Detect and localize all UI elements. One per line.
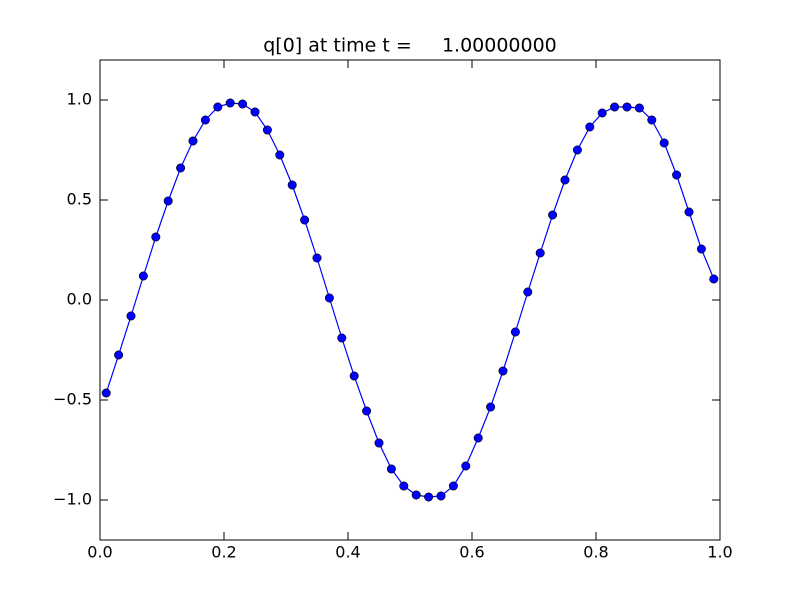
data-point [560, 175, 570, 185]
data-point [225, 98, 235, 108]
data-point [324, 293, 334, 303]
x-tick-label: 0.2 [211, 543, 236, 562]
data-point [411, 490, 421, 500]
data-point [138, 271, 148, 281]
data-point [647, 115, 657, 125]
data-point [238, 99, 248, 109]
data-point [585, 122, 595, 132]
x-tick-label: 0.8 [583, 543, 608, 562]
data-point [436, 491, 446, 501]
chart-title: q[0] at time t = 1.00000000 [263, 35, 557, 57]
data-point [498, 366, 508, 376]
x-tick-label: 1.0 [707, 543, 732, 562]
data-point [200, 115, 210, 125]
data-point [176, 163, 186, 173]
y-tick-label: 0.0 [67, 290, 92, 309]
data-point [312, 253, 322, 263]
data-point [151, 232, 161, 242]
data-point [337, 333, 347, 343]
data-point [597, 108, 607, 118]
y-tick-label: 0.5 [67, 190, 92, 209]
data-point [535, 248, 545, 258]
data-point [275, 150, 285, 160]
data-point [510, 327, 520, 337]
data-point [448, 481, 458, 491]
data-point [659, 138, 669, 148]
data-point [188, 136, 198, 146]
data-point [622, 102, 632, 112]
plot-frame [99, 59, 721, 541]
data-point [349, 371, 359, 381]
y-tick-label: 1.0 [67, 90, 92, 109]
data-point [424, 492, 434, 502]
data-point [548, 210, 558, 220]
data-point [163, 196, 173, 206]
data-point [126, 311, 136, 321]
data-point [300, 215, 310, 225]
data-point [399, 481, 409, 491]
data-point [461, 461, 471, 471]
data-point [473, 433, 483, 443]
data-point [634, 103, 644, 113]
data-point [523, 287, 533, 297]
x-tick-label: 0.0 [87, 543, 112, 562]
x-tick-label: 0.6 [459, 543, 484, 562]
y-tick-label: −1.0 [53, 490, 92, 509]
data-point [386, 464, 396, 474]
data-point [672, 170, 682, 180]
data-point [709, 274, 719, 284]
data-point [696, 244, 706, 254]
data-point [684, 207, 694, 217]
data-point [250, 107, 260, 117]
data-point [101, 388, 111, 398]
data-point [114, 350, 124, 360]
x-tick-label: 0.4 [335, 543, 360, 562]
data-point [374, 438, 384, 448]
data-point [213, 102, 223, 112]
data-point [362, 406, 372, 416]
data-point [572, 145, 582, 155]
data-point [287, 180, 297, 190]
data-point [610, 102, 620, 112]
data-point [486, 402, 496, 412]
y-tick-label: −0.5 [53, 390, 92, 409]
data-point [262, 125, 272, 135]
